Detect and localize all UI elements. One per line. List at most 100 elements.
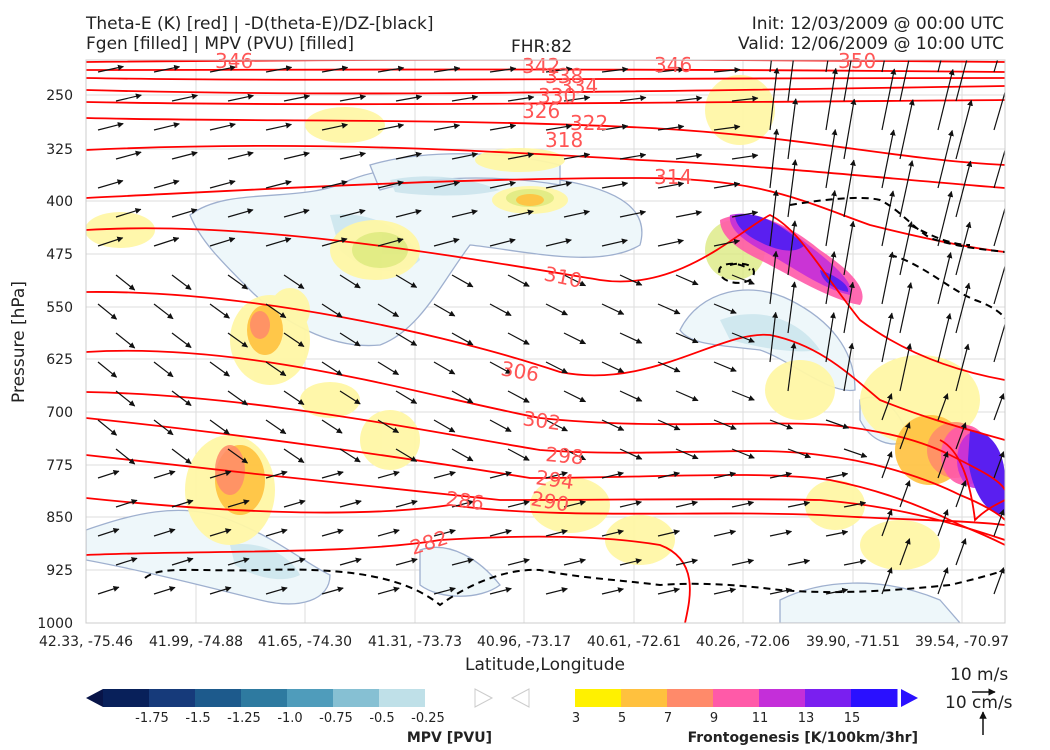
wind-vector — [545, 419, 568, 432]
wind-vector — [339, 208, 366, 218]
wind-vector — [283, 208, 310, 218]
wind-vector — [769, 311, 779, 363]
wind-vector — [265, 470, 288, 479]
wind-vector — [489, 66, 517, 73]
wind-vector — [545, 361, 568, 374]
wind-vector — [489, 470, 512, 479]
y-axis: 250 325 400 475 550 625 700 775 850 925 … — [9, 88, 73, 632]
wind-vector — [563, 152, 591, 160]
wind-vector — [825, 190, 837, 247]
wind-vector — [881, 60, 886, 73]
x-axis: 42.33, -75.46 41.99, -74.88 41.65, -74.3… — [39, 634, 1009, 675]
wind-vector — [787, 98, 799, 160]
contour-label-322: 322 — [570, 111, 608, 135]
wind-vector — [209, 179, 236, 189]
wind-vector — [227, 499, 250, 508]
fgen-tick-label: 11 — [752, 711, 769, 726]
wind-vector — [209, 419, 230, 435]
wind-vector — [675, 152, 703, 160]
wind-vector — [937, 60, 942, 73]
contour-label-330: 330 — [538, 84, 576, 108]
wind-vector — [843, 500, 867, 508]
wind-vector — [265, 303, 287, 319]
wind-vector — [339, 94, 367, 102]
wind-vector — [489, 361, 512, 375]
wind-vector — [881, 251, 895, 305]
contour-labels: 282 286 290 294 298 302 306 310 314 318 … — [215, 49, 876, 560]
wind-vector — [713, 238, 741, 247]
wind-vector — [731, 500, 755, 508]
y-tick-label: 700 — [46, 405, 73, 421]
wind-vector — [675, 95, 703, 102]
wind-vector — [339, 332, 361, 347]
contour-label-302: 302 — [521, 406, 562, 435]
y-tick-label: 400 — [46, 194, 73, 210]
wind-vector — [97, 470, 120, 479]
wind-vector — [339, 448, 361, 463]
title-line-1: Theta-E (K) [red] | -D(theta-E)/DZ-[blac… — [86, 14, 434, 34]
colorbar-extend-high — [474, 688, 494, 708]
wind-vector — [395, 332, 418, 346]
wind-vector — [545, 471, 568, 479]
mpv-colorbar: -1.75 -1.5 -1.25 -1.0 -0.75 -0.5 -0.25 M… — [86, 688, 494, 746]
wind-vector — [265, 237, 292, 247]
wind-vector — [171, 274, 192, 290]
wind-vector — [115, 448, 136, 465]
wind-vector — [507, 332, 530, 345]
contour-label-314: 314 — [654, 165, 692, 189]
title-line-2: Fgen [filled] | MPV (PVU) [filled] — [86, 34, 355, 54]
wind-vector — [227, 151, 254, 160]
wind-vector — [339, 151, 366, 160]
wind-vector — [115, 274, 136, 291]
y-axis-label: Pressure [hPa] — [9, 281, 29, 403]
wind-vector — [899, 538, 911, 566]
wind-vector — [601, 361, 625, 373]
wind-vector — [265, 528, 288, 537]
wind-vector — [283, 332, 305, 347]
wind-vector — [545, 238, 572, 247]
wind-vector — [321, 361, 343, 376]
wind-vector — [97, 236, 124, 247]
wind-vector — [731, 448, 755, 459]
fgen-tick-label: 3 — [572, 711, 580, 726]
wind-vector — [227, 208, 254, 218]
wind-vector — [227, 93, 254, 102]
wind-vector — [993, 509, 1005, 537]
x-tick-label: 41.31, -73.73 — [368, 634, 462, 650]
wind-vector — [377, 123, 405, 131]
wind-vector — [657, 124, 685, 131]
wind-vector — [321, 586, 344, 595]
wind-vector — [489, 586, 512, 595]
wind-vector — [787, 448, 812, 459]
contour-label-326: 326 — [522, 99, 560, 123]
wind-vector — [227, 390, 248, 406]
wind-vector — [731, 210, 759, 218]
wind-vector — [115, 208, 142, 218]
wind-vector — [993, 148, 1005, 189]
wind-vector — [489, 123, 517, 131]
wind-vector — [787, 342, 797, 392]
wind-vector — [937, 252, 953, 305]
wind-vector — [321, 470, 344, 479]
wind-vector — [507, 94, 535, 102]
wind-vector — [825, 471, 849, 479]
wind-vector — [787, 220, 798, 276]
wind-vector — [339, 274, 361, 289]
wind-vector — [955, 221, 972, 276]
wind-vector — [115, 332, 136, 349]
wind-vector — [619, 274, 643, 286]
wind-vector — [395, 151, 422, 160]
wind-vector — [115, 150, 142, 160]
wind-vector — [507, 209, 534, 218]
mpv-tick-label: -1.25 — [227, 711, 261, 726]
y-tick-label: 325 — [46, 142, 73, 158]
mpv-colorbar-title: MPV [PVU] — [407, 730, 492, 746]
wind-vector — [153, 470, 176, 479]
wind-vector — [843, 98, 857, 160]
wind-vector — [377, 586, 400, 595]
wind-vector — [825, 419, 850, 430]
wind-vector — [377, 470, 400, 479]
wind-vector — [899, 221, 914, 276]
wind-vector — [955, 282, 971, 334]
wind-vector — [377, 65, 405, 73]
